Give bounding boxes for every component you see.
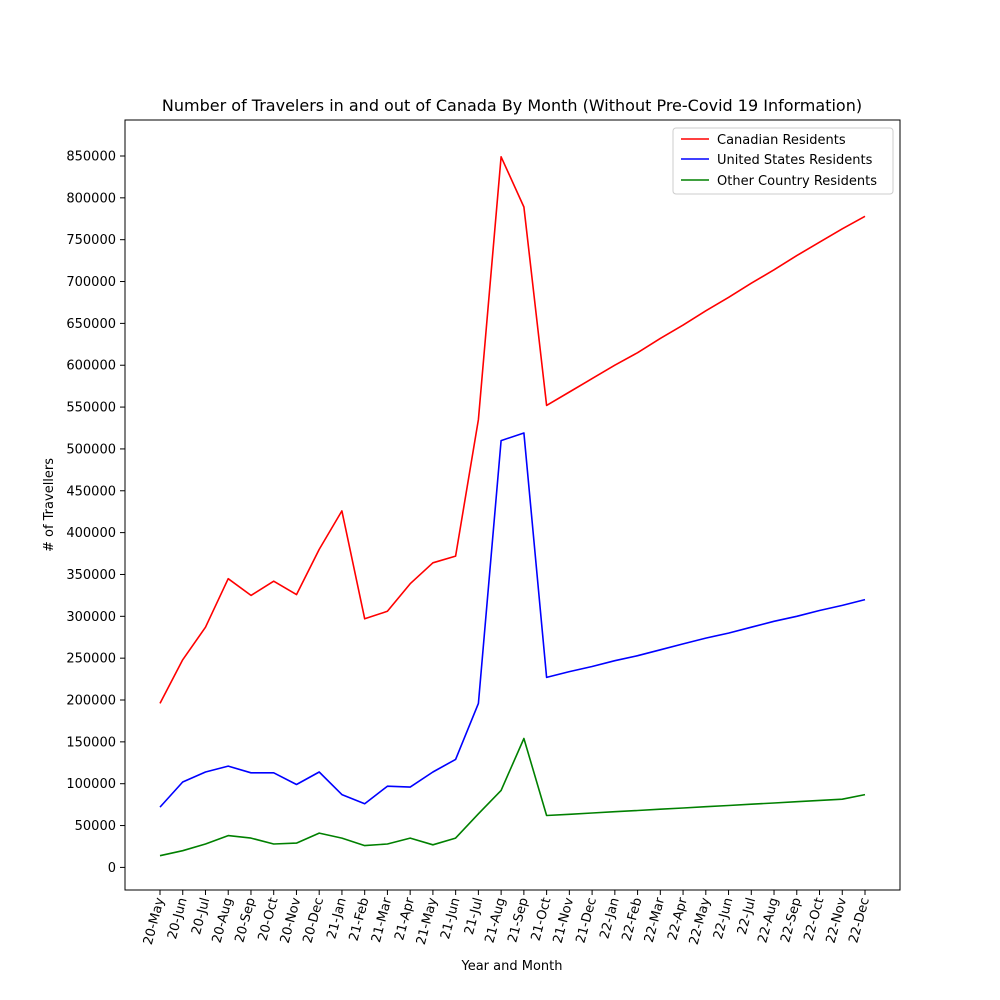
y-axis-label: # of Travellers [42,458,57,552]
legend-box [672,127,894,195]
y-tick-label: 100000 [66,777,116,792]
series-line-other-country-residents [159,737,866,857]
y-tick-label: 200000 [66,694,116,709]
y-tick-label: 450000 [66,484,116,499]
y-tick-label: 50000 [75,819,116,834]
series-lines [159,156,866,857]
legend-label-canadian-residents: Canadian Residents [717,133,846,148]
y-tick-label: 250000 [66,652,116,667]
chart-title: Number of Travelers in and out of Canada… [162,96,862,115]
y-tick-label: 500000 [66,442,116,457]
y-tick-label: 350000 [66,568,116,583]
legend-label-united-states-residents: United States Residents [717,153,873,168]
legend: Canadian Residents United States Residen… [672,127,894,195]
y-tick-label: 750000 [66,233,116,248]
x-axis-label: Year and Month [461,959,563,974]
y-tick-label: 150000 [66,735,116,750]
y-tick-label: 600000 [66,359,116,374]
y-tick-label: 550000 [66,401,116,416]
series-line-united-states-residents [159,432,866,808]
y-tick-label: 650000 [66,317,116,332]
legend-label-other-country-residents: Other Country Residents [717,174,877,189]
series-line-canadian-residents [159,156,866,704]
y-tick-label: 800000 [66,191,116,206]
y-tick-label: 850000 [66,149,116,164]
y-axis: 0 50000 100000 150000 200000 250000 300000 3500… [66,149,125,876]
y-tick-label: 0 [108,861,116,876]
y-tick-label: 300000 [66,610,116,625]
y-tick-label: 400000 [66,526,116,541]
y-tick-label: 700000 [66,275,116,290]
plot-area-frame [124,119,901,891]
